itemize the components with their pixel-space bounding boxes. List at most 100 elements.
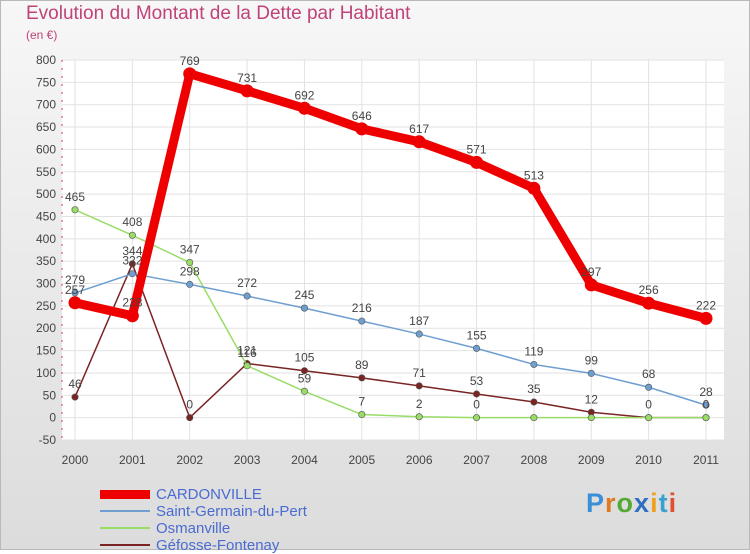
data-label: 216 <box>352 301 372 315</box>
legend-label: Osmanville <box>156 519 231 537</box>
y-tick-label: 400 <box>36 232 56 246</box>
y-tick-label: 650 <box>36 120 56 134</box>
data-label: 257 <box>65 283 85 297</box>
data-point <box>240 84 254 98</box>
legend-label: Géfosse-Fontenay <box>156 536 280 554</box>
data-point <box>300 367 308 375</box>
data-label: 53 <box>470 374 484 388</box>
series-line <box>74 209 707 419</box>
data-point <box>415 330 423 338</box>
brand-letter: r <box>605 488 617 518</box>
y-tick-label: 800 <box>36 53 56 67</box>
data-point <box>415 413 423 421</box>
data-label: 465 <box>65 190 85 204</box>
y-tick-label: 600 <box>36 142 56 156</box>
data-label: 222 <box>696 298 716 312</box>
brand-logo: Proxiti <box>586 488 677 519</box>
brand-letter: x <box>634 488 651 518</box>
data-point <box>645 383 653 391</box>
data-label: 99 <box>585 353 599 367</box>
data-label: 298 <box>180 264 200 278</box>
x-tick-label: 2001 <box>119 453 146 467</box>
data-label: 769 <box>180 54 200 68</box>
brand-letter: t <box>658 488 669 518</box>
data-label: 245 <box>294 288 314 302</box>
y-tick-label: 0 <box>49 411 56 425</box>
x-tick-label: 2000 <box>62 453 89 467</box>
x-tick-label: 2009 <box>578 453 605 467</box>
chart-unit: (en €) <box>26 28 58 42</box>
data-point <box>128 231 136 239</box>
data-point <box>71 393 79 401</box>
data-label: 272 <box>237 276 257 290</box>
data-label: 7 <box>358 395 365 409</box>
data-point <box>300 387 308 395</box>
data-label: 116 <box>238 346 257 360</box>
data-label: 731 <box>237 71 257 85</box>
brand-letter: o <box>616 488 635 518</box>
data-label: 571 <box>467 142 487 156</box>
data-point <box>470 155 484 169</box>
data-label: 322 <box>122 254 142 268</box>
y-tick-label: 450 <box>36 209 56 223</box>
data-point <box>128 260 136 268</box>
x-tick-label: 2008 <box>521 453 548 467</box>
plot-area <box>62 60 724 440</box>
legend-swatch <box>100 510 150 512</box>
data-point <box>358 411 366 419</box>
data-label: 0 <box>186 398 193 412</box>
data-label: 513 <box>524 168 544 182</box>
data-point <box>699 311 713 325</box>
data-label: 228 <box>122 296 142 310</box>
data-point <box>71 206 79 214</box>
data-point <box>358 374 366 382</box>
y-tick-label: 350 <box>36 254 56 268</box>
data-label: 89 <box>355 358 369 372</box>
data-point <box>530 414 538 422</box>
data-label: 256 <box>639 283 659 297</box>
x-tick-label: 2004 <box>291 453 318 467</box>
data-point <box>243 292 251 300</box>
data-label: 2 <box>416 397 423 411</box>
x-tick-label: 2007 <box>463 453 490 467</box>
data-point <box>68 296 82 310</box>
data-label: 121 <box>237 344 257 358</box>
data-label: 12 <box>585 392 599 406</box>
y-tick-label: 50 <box>43 388 57 402</box>
data-label: 347 <box>180 243 200 257</box>
brand-letter: P <box>586 488 606 518</box>
chart-title: Evolution du Montant de la Dette par Hab… <box>26 3 411 24</box>
series-line <box>74 272 707 406</box>
data-point <box>530 398 538 406</box>
y-tick-label: 700 <box>36 98 56 112</box>
series-line <box>70 69 711 323</box>
x-tick-label: 2005 <box>348 453 375 467</box>
data-label: 617 <box>409 122 429 136</box>
y-tick-label: -50 <box>39 433 57 447</box>
data-point <box>415 382 423 390</box>
data-label: 0 <box>645 398 652 412</box>
y-tick-label: 750 <box>36 75 56 89</box>
data-label: 0 <box>703 398 710 412</box>
data-point <box>355 122 369 136</box>
data-point <box>243 362 251 370</box>
data-point <box>412 135 426 149</box>
data-label: 35 <box>527 382 541 396</box>
data-point <box>587 414 595 422</box>
data-label: 646 <box>352 109 372 123</box>
data-point <box>527 181 541 195</box>
legend-swatch <box>100 489 150 499</box>
data-point <box>125 309 139 323</box>
data-point <box>300 304 308 312</box>
data-point <box>186 259 194 267</box>
data-point <box>702 401 710 409</box>
data-label: 187 <box>409 314 429 328</box>
data-label: 119 <box>524 344 543 358</box>
y-tick-label: 200 <box>36 321 56 335</box>
x-tick-label: 2011 <box>693 453 719 467</box>
y-tick-label: 100 <box>36 366 56 380</box>
data-point <box>702 414 710 422</box>
data-point <box>358 317 366 325</box>
data-point <box>473 344 481 352</box>
